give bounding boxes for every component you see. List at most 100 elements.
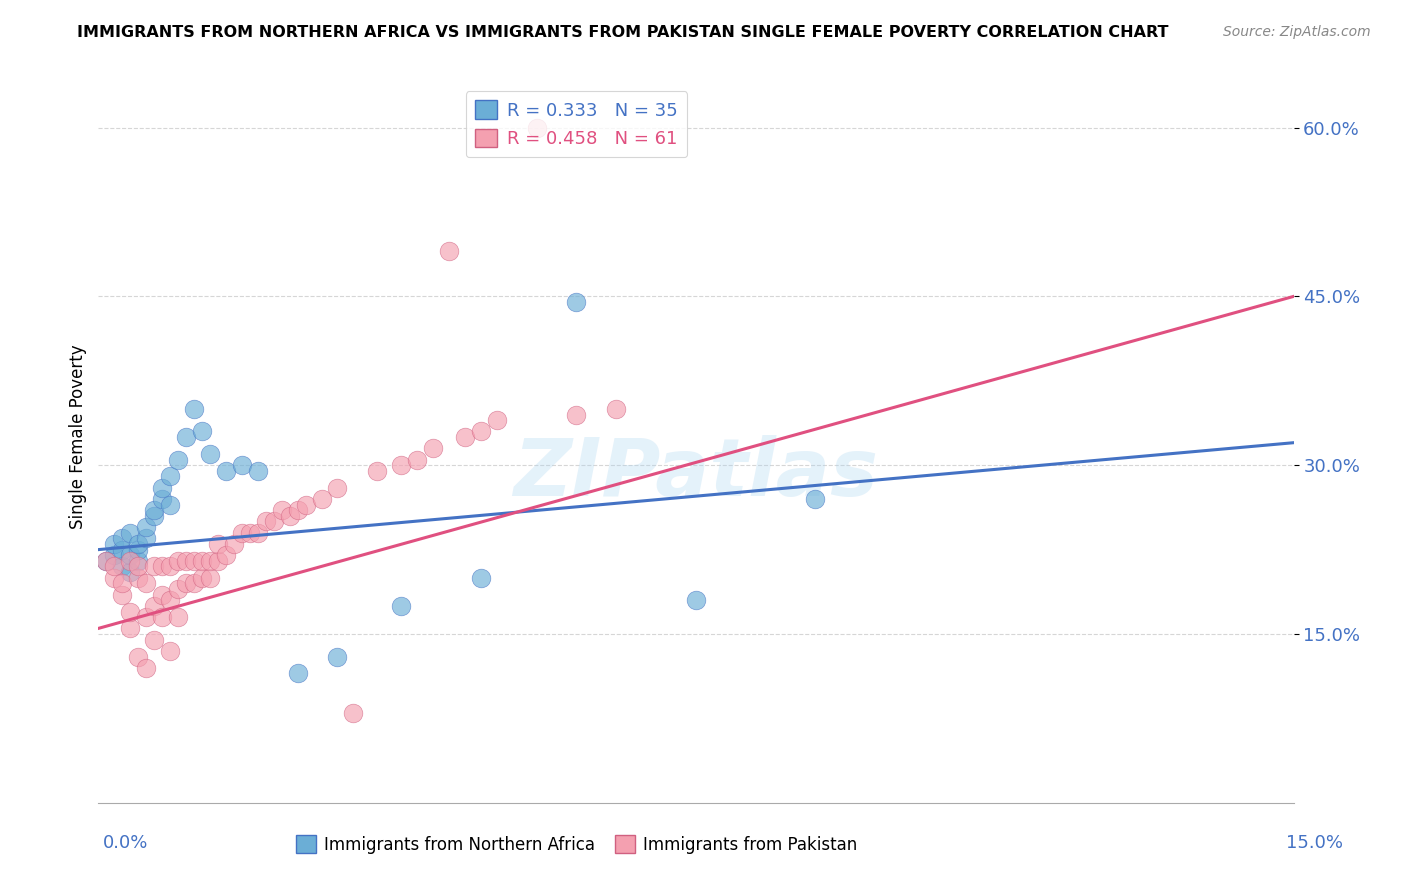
Point [215,464,238,478]
Point [167,610,190,624]
Point [270,503,292,517]
Text: Source: ZipAtlas.com: Source: ZipAtlas.com [1223,25,1371,39]
Point [207,537,229,551]
Y-axis label: Single Female Poverty: Single Female Poverty [69,345,87,529]
Point [150,559,173,574]
Point [287,666,309,681]
Point [406,452,429,467]
Point [263,515,285,529]
Point [135,532,157,546]
Point [143,599,166,613]
Point [366,464,388,478]
Point [127,554,149,568]
Point [120,548,142,562]
Point [326,481,349,495]
Point [159,593,181,607]
Point [183,401,205,416]
Point [207,554,229,568]
Point [120,554,142,568]
Point [111,542,134,557]
Point [422,442,444,456]
Point [135,610,157,624]
Point [96,554,118,568]
Point [198,447,221,461]
Point [231,458,253,473]
Point [198,571,221,585]
Point [191,554,214,568]
Point [239,525,262,540]
Point [159,498,181,512]
Point [111,559,134,574]
Point [120,621,142,635]
Point [143,508,166,523]
Point [135,661,157,675]
Point [231,525,253,540]
Point [150,610,173,624]
Point [120,525,142,540]
Legend: Immigrants from Northern Africa, Immigrants from Pakistan: Immigrants from Northern Africa, Immigra… [288,829,865,860]
Point [685,593,707,607]
Point [143,559,166,574]
Point [605,401,627,416]
Point [254,515,277,529]
Point [485,413,508,427]
Point [111,532,134,546]
Point [135,576,157,591]
Point [470,425,492,439]
Point [454,430,477,444]
Point [159,559,181,574]
Text: ZIPatlas: ZIPatlas [513,434,879,513]
Point [150,588,173,602]
Point [96,554,118,568]
Point [804,491,827,506]
Point [278,508,301,523]
Point [389,599,412,613]
Point [111,576,134,591]
Point [150,481,173,495]
Point [111,588,134,602]
Point [526,120,548,135]
Point [294,498,316,512]
Point [198,554,221,568]
Point [191,571,214,585]
Point [127,537,149,551]
Point [246,525,269,540]
Point [167,582,190,596]
Point [127,649,149,664]
Point [565,295,588,310]
Point [183,554,205,568]
Point [127,559,149,574]
Point [191,425,214,439]
Point [287,503,309,517]
Point [565,408,588,422]
Point [342,706,364,720]
Point [167,452,190,467]
Point [183,576,205,591]
Text: 0.0%: 0.0% [103,834,148,852]
Point [103,571,125,585]
Point [437,244,460,259]
Point [389,458,412,473]
Point [143,632,166,647]
Point [127,571,149,585]
Point [222,537,245,551]
Text: 15.0%: 15.0% [1285,834,1343,852]
Point [215,548,238,562]
Point [103,537,125,551]
Point [470,571,492,585]
Point [135,520,157,534]
Point [103,559,125,574]
Point [311,491,333,506]
Point [143,503,166,517]
Point [174,430,197,444]
Point [127,542,149,557]
Text: IMMIGRANTS FROM NORTHERN AFRICA VS IMMIGRANTS FROM PAKISTAN SINGLE FEMALE POVERT: IMMIGRANTS FROM NORTHERN AFRICA VS IMMIG… [77,25,1168,40]
Point [174,576,197,591]
Point [103,548,125,562]
Point [159,469,181,483]
Point [150,491,173,506]
Point [326,649,349,664]
Point [159,644,181,658]
Point [174,554,197,568]
Point [246,464,269,478]
